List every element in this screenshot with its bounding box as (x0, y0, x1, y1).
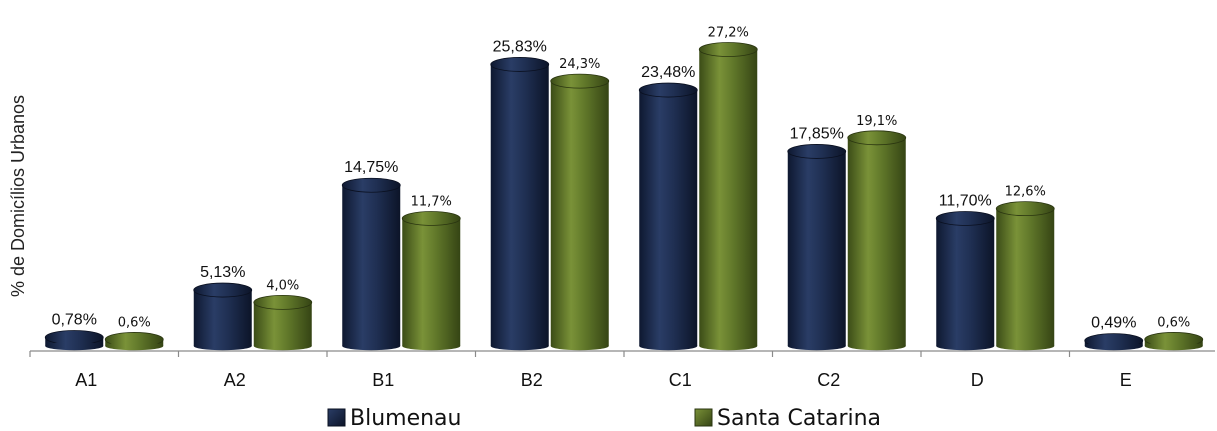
data-label-santa-catarina-b2: 24,3% (559, 57, 600, 72)
x-tick-label-d: D (971, 370, 984, 390)
bar-body (699, 49, 758, 347)
bar-base (1084, 341, 1143, 351)
bar-cap (253, 294, 313, 310)
bar-cap (341, 177, 401, 193)
bar-base (639, 341, 698, 351)
bar-cap (787, 144, 847, 159)
x-tick-label-b2: B2 (521, 370, 543, 390)
bar-base (787, 341, 846, 351)
bars-layer (44, 42, 1204, 351)
bar-santa-catarina-e (1144, 332, 1204, 351)
x-tick-label-a1: A1 (75, 370, 97, 390)
bar-cap (847, 130, 907, 146)
bar-body (550, 81, 609, 346)
bar-cap (401, 211, 461, 226)
bar-body (639, 90, 698, 347)
bar-santa-catarina-a1 (104, 332, 164, 351)
bar-santa-catarina-d (995, 201, 1055, 351)
bar-body (787, 151, 846, 346)
x-axis-ticks (29, 351, 1071, 357)
bar-blumenau-c1 (638, 82, 698, 351)
bar-body (490, 64, 549, 346)
bar-blumenau-c2 (787, 144, 847, 351)
data-label-blumenau-c2: 17,85% (790, 125, 844, 142)
data-label-santa-catarina-e: 0,6% (1157, 315, 1190, 330)
bar-santa-catarina-c2 (847, 130, 907, 351)
bar-santa-catarina-b1 (401, 211, 461, 351)
bar-body (402, 218, 461, 346)
legend-swatch-blumenau (327, 408, 346, 427)
bar-base (193, 341, 252, 351)
data-label-blumenau-c1: 23,48% (641, 64, 695, 81)
bar-base (490, 341, 549, 351)
bar-cap (550, 73, 610, 89)
legend: Blumenau Santa Catarina (327, 406, 881, 431)
bar-body (342, 185, 401, 346)
bar-cap (935, 211, 995, 226)
legend-label-blumenau: Blumenau (350, 406, 461, 431)
bar-base (105, 341, 164, 351)
data-label-santa-catarina-a1: 0,6% (118, 315, 151, 330)
x-tick-label-a2: A2 (224, 370, 246, 390)
bar-base (699, 341, 758, 351)
bar-base (550, 341, 609, 351)
data-label-blumenau-d: 11,70% (939, 192, 992, 209)
bar-base (1144, 341, 1203, 351)
bar-base (996, 341, 1055, 351)
x-tick-label-e: E (1120, 370, 1132, 390)
bar-santa-catarina-b2 (550, 73, 610, 351)
bar-body (847, 137, 906, 346)
x-tick-label-c1: C1 (669, 370, 692, 390)
bar-blumenau-a1 (44, 330, 104, 351)
y-axis-label: % de Domicílios Urbanos (8, 95, 28, 297)
bar-base (402, 341, 461, 351)
bar-base (847, 341, 906, 351)
bar-cap (490, 57, 550, 72)
bar-body (996, 208, 1055, 346)
bar-cap (995, 201, 1055, 217)
data-label-santa-catarina-b1: 11,7% (411, 194, 452, 209)
bar-blumenau-a2 (193, 282, 253, 351)
legend-label-santa-catarina: Santa Catarina (717, 406, 881, 431)
data-label-blumenau-a2: 5,13% (200, 264, 245, 281)
bar-base (45, 341, 104, 351)
legend-swatch-santa-catarina (694, 408, 713, 427)
bar-cap (193, 282, 253, 298)
data-label-blumenau-b1: 14,75% (344, 159, 398, 176)
bar-base (342, 341, 401, 351)
data-label-santa-catarina-a2: 4,0% (266, 278, 299, 293)
x-axis-tick-labels: A1 A2 B1 B2 C1 C2 D E (75, 370, 1132, 390)
bar-blumenau-d (935, 211, 995, 351)
data-labels-layer: 0,78% 0,6% 5,13% 4,0% 14,75% 11,7% 25,83% 24,3%… (52, 26, 1191, 332)
bar-base (253, 341, 312, 351)
data-label-blumenau-b2: 25,83% (493, 38, 547, 55)
data-label-santa-catarina-c2: 19,1% (856, 114, 897, 129)
bar-blumenau-e (1084, 333, 1144, 351)
bar-blumenau-b2 (490, 57, 550, 351)
bar-body (936, 218, 995, 346)
data-label-santa-catarina-d: 12,6% (1005, 185, 1046, 200)
bar-cap (638, 82, 698, 98)
data-label-santa-catarina-c1: 27,2% (708, 26, 749, 41)
bar-santa-catarina-a2 (253, 294, 313, 351)
bar-cap (698, 42, 758, 57)
bar-body (193, 290, 252, 346)
bar-base (936, 341, 995, 351)
bar-santa-catarina-c1 (698, 42, 758, 351)
data-label-blumenau-a1: 0,78% (52, 311, 97, 328)
data-label-blumenau-e: 0,49% (1091, 315, 1136, 332)
bar-blumenau-b1 (341, 177, 401, 351)
x-tick-label-c2: C2 (817, 370, 840, 390)
x-tick-label-b1: B1 (372, 370, 394, 390)
